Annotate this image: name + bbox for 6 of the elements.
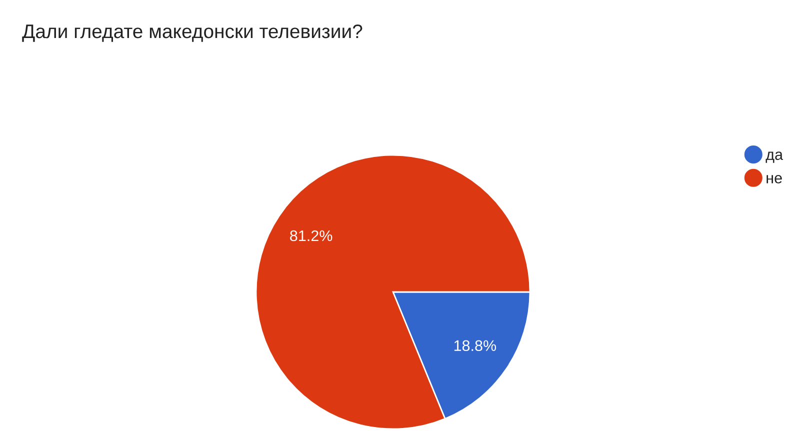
data-label: 81.2% bbox=[290, 230, 332, 242]
legend-label: не bbox=[766, 175, 782, 184]
legend-label: да bbox=[766, 152, 784, 163]
data-label: 18.8% bbox=[454, 340, 496, 352]
pie-slice bbox=[255, 154, 531, 430]
chart-title: Дали гледате македонски телевизии? bbox=[22, 24, 362, 42]
